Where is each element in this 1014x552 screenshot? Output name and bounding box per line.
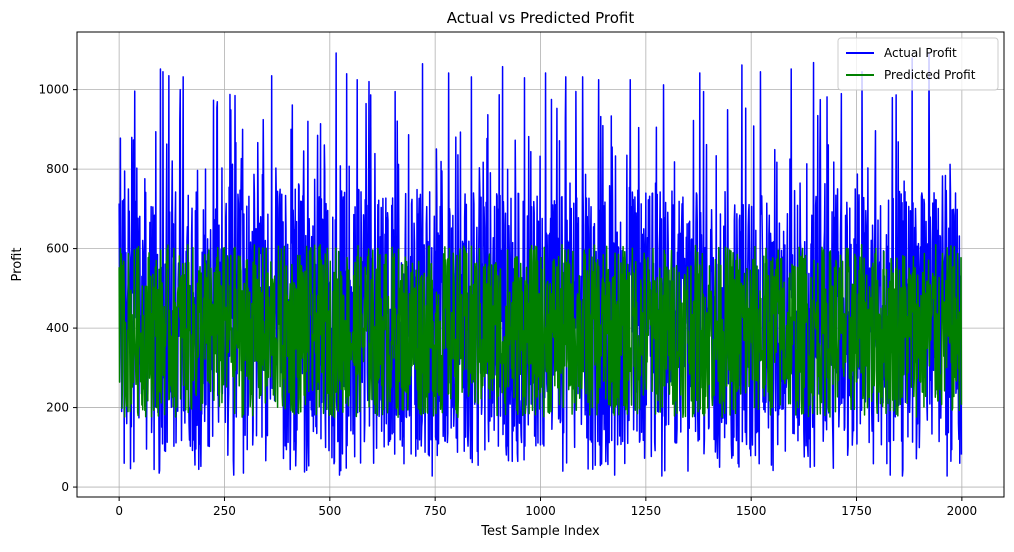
legend: Actual Profit Predicted Profit (837, 37, 999, 91)
series-line-predicted-profit (118, 243, 963, 419)
x-tick-label: 1250 (631, 504, 662, 518)
x-tick-label: 500 (318, 504, 341, 518)
legend-label-predicted-profit: Predicted Profit (884, 68, 976, 82)
chart-title: Actual vs Predicted Profit (447, 9, 635, 27)
x-tick-label: 1750 (841, 504, 872, 518)
y-tick-label: 1000 (38, 83, 69, 97)
x-tick-label: 2000 (947, 504, 978, 518)
series-lines (118, 52, 963, 477)
y-axis-title: Profit (10, 248, 25, 282)
axis-ticks: 0 250 500 750 1000 1250 1500 1750 2000 0 200 400 600… (38, 83, 977, 518)
y-tick-label: 200 (46, 401, 69, 415)
x-tick-label: 250 (213, 504, 236, 518)
x-tick-label: 0 (115, 504, 123, 518)
legend-box (837, 37, 999, 91)
x-tick-label: 1000 (525, 504, 556, 518)
x-axis-title: Test Sample Index (480, 524, 600, 539)
legend-label-actual-profit: Actual Profit (884, 46, 957, 60)
y-tick-label: 800 (46, 162, 69, 176)
x-tick-label: 750 (424, 504, 447, 518)
y-tick-label: 400 (46, 321, 69, 335)
y-tick-label: 0 (61, 480, 69, 494)
y-tick-label: 600 (46, 242, 69, 256)
x-tick-label: 1500 (736, 504, 767, 518)
